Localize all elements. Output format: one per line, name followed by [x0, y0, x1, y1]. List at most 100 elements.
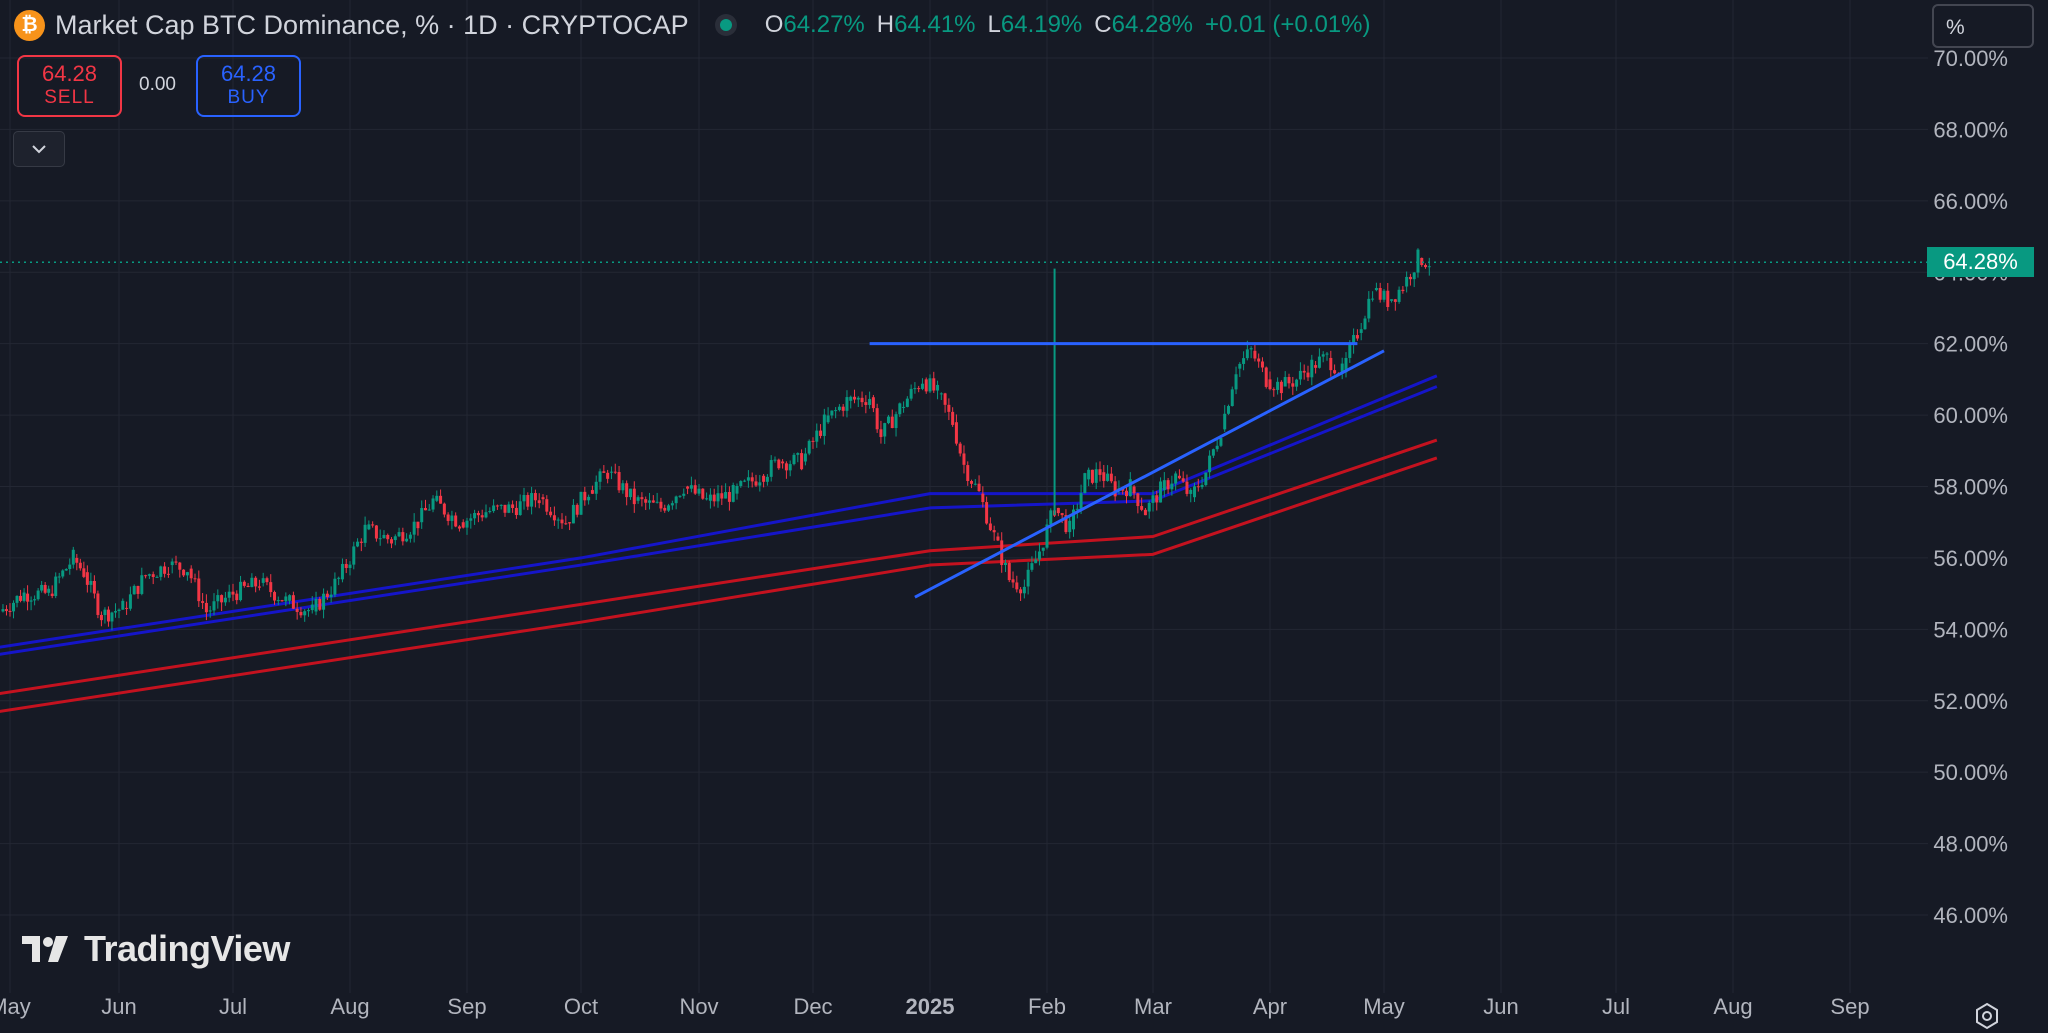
candle-body — [1098, 469, 1102, 475]
candle-body — [382, 534, 386, 539]
candle-body — [246, 585, 250, 588]
candle-body — [628, 488, 632, 498]
candle-body — [78, 562, 82, 569]
settings-button[interactable] — [1970, 999, 2004, 1033]
x-tick-label: Sep — [447, 994, 486, 1019]
chart-header: ₿ Market Cap BTC Dominance, % · 1D · CRY… — [14, 6, 1370, 44]
candle-body — [951, 411, 955, 425]
candle-body — [518, 501, 522, 516]
candle-body — [905, 398, 909, 407]
candle-body — [898, 403, 902, 415]
x-tick-label: Dec — [793, 994, 832, 1019]
candle-body — [796, 453, 800, 455]
candle-body — [446, 514, 450, 521]
candle-body — [834, 410, 838, 412]
candle-body — [1253, 350, 1257, 359]
candle-body — [19, 595, 23, 601]
candle-body — [36, 590, 40, 600]
price-scale-unit-input[interactable]: % — [1932, 4, 2034, 48]
candle-body — [693, 485, 697, 494]
candle-body — [159, 566, 163, 577]
spread-value: 0.00 — [139, 74, 176, 95]
candle-body — [488, 511, 492, 513]
candle-body — [68, 564, 72, 570]
candle-body — [1401, 289, 1405, 292]
candle-body — [769, 460, 773, 477]
candle-body — [811, 440, 815, 442]
candle-body — [1302, 370, 1306, 373]
candle-body — [773, 459, 777, 461]
candle-body — [265, 578, 269, 583]
candle-body — [758, 482, 762, 486]
tradingview-logo: TradingView — [22, 928, 290, 970]
candle-body — [1298, 370, 1302, 380]
candle-body — [1045, 524, 1049, 548]
candle-body — [992, 530, 996, 533]
candle-body — [386, 534, 390, 540]
candle-body — [1151, 495, 1155, 503]
candle-body — [1321, 354, 1325, 357]
candle-body — [163, 566, 167, 574]
candle-body — [575, 504, 579, 515]
candle-body — [284, 596, 288, 602]
candle-body — [754, 481, 758, 486]
candle-body — [1390, 299, 1394, 301]
candle-body — [89, 580, 93, 585]
candle-body — [1166, 480, 1170, 490]
candle-body — [636, 497, 640, 501]
candle-body — [96, 593, 100, 615]
candle-body — [659, 501, 663, 509]
candle-body — [853, 396, 857, 400]
candle-body — [1125, 490, 1128, 497]
candle-body — [1003, 562, 1007, 566]
candle-body — [235, 593, 239, 601]
candle-body — [182, 569, 186, 576]
candle-body — [132, 585, 136, 595]
candle-body — [602, 471, 606, 473]
x-tick-label: Feb — [1028, 994, 1066, 1019]
candle-body — [1185, 481, 1189, 494]
candle-body — [792, 454, 796, 465]
candle-body — [121, 600, 125, 610]
candle-body — [1060, 513, 1064, 516]
candle-body — [1325, 353, 1329, 355]
x-tick-label: Aug — [1713, 994, 1752, 1019]
candle-body — [1295, 379, 1299, 387]
candle-body — [499, 504, 503, 506]
candle-body — [625, 483, 629, 498]
collapse-button[interactable] — [13, 131, 65, 167]
candle-body — [189, 568, 193, 579]
candle-body — [280, 600, 284, 602]
candle-body — [871, 397, 875, 409]
candle-body — [1143, 509, 1147, 516]
candle-body — [606, 472, 610, 479]
candle-body — [819, 430, 823, 436]
candle-body — [1200, 485, 1204, 488]
buy-button[interactable]: 64.28 BUY — [196, 55, 301, 117]
candle-body — [568, 522, 572, 524]
candle-body — [1363, 318, 1367, 330]
candle-body — [261, 578, 265, 583]
candle-body — [564, 523, 568, 525]
candle-body — [522, 495, 526, 502]
candle-body — [54, 576, 58, 597]
candle-body — [632, 488, 636, 505]
low-value: 64.19% — [1000, 11, 1083, 38]
candle-body — [1276, 381, 1280, 390]
candle-body — [250, 577, 254, 588]
candle-body — [1056, 507, 1060, 514]
candle-body — [724, 492, 728, 499]
x-tick-label: May — [0, 994, 31, 1019]
sell-button[interactable]: 64.28 SELL — [17, 55, 122, 117]
symbol-title[interactable]: Market Cap BTC Dominance, % · 1D · CRYPT… — [55, 9, 689, 40]
candle-body — [393, 536, 397, 541]
candle-body — [1015, 582, 1019, 590]
candle-body — [106, 609, 110, 622]
candle-body — [457, 526, 461, 529]
candle-body — [720, 493, 724, 499]
candle-body — [777, 459, 781, 469]
candle-body — [178, 562, 182, 570]
candle-body — [590, 490, 594, 494]
candle-body — [276, 600, 280, 602]
